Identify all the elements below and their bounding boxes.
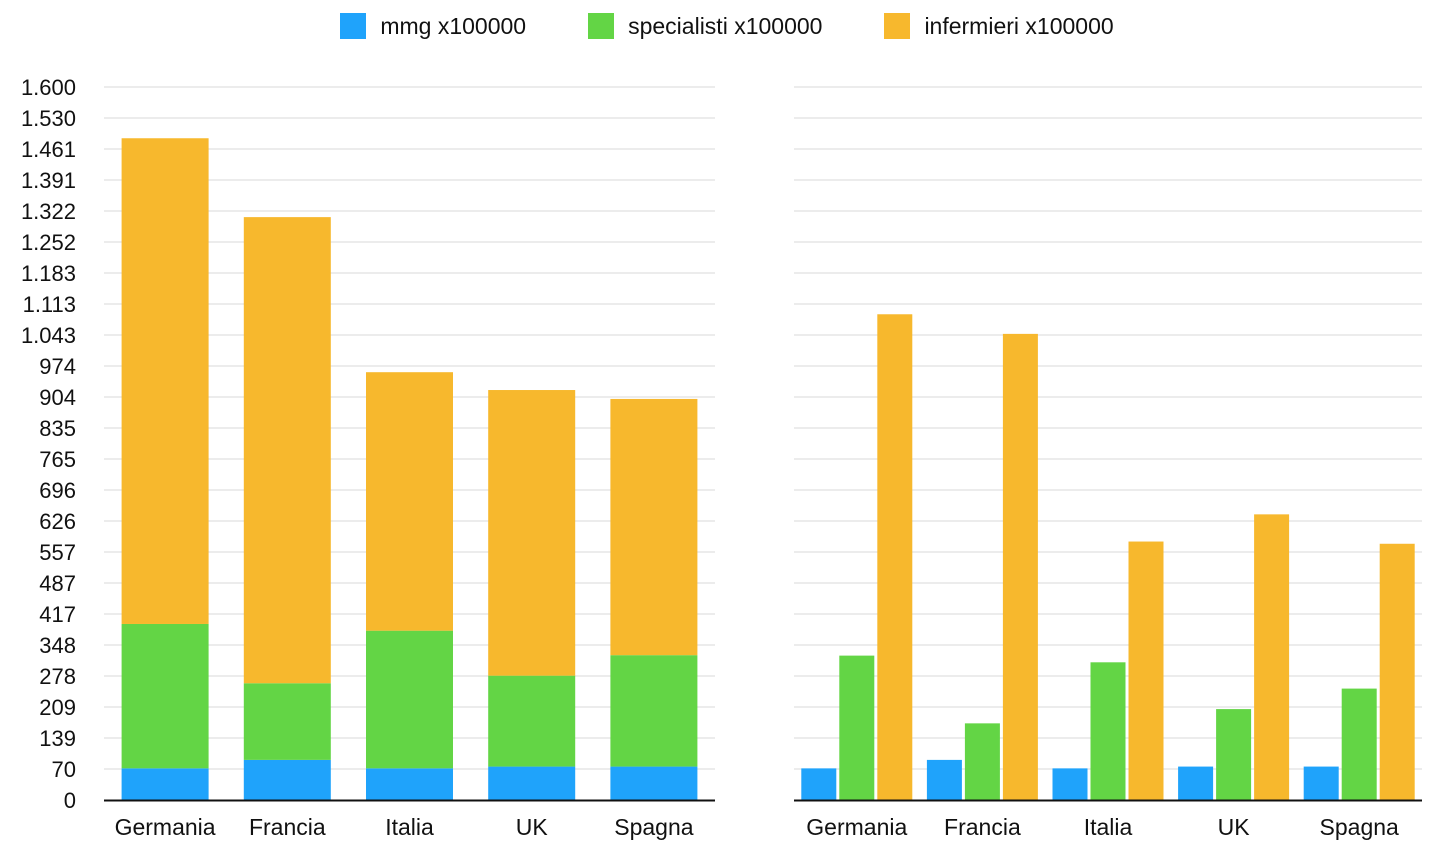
right-x-tick-label: Francia [944,814,1021,840]
stacked-bar-spagna-specialisti [610,655,698,767]
grouped-bar-germania-specialisti [839,655,875,800]
y-tick-label: 139 [39,726,76,751]
stacked-bar-francia-mmg [243,759,331,800]
grouped-bar-uk-specialisti [1216,709,1252,800]
y-tick-label: 835 [39,416,76,441]
y-tick-label: 487 [39,571,76,596]
stacked-bar-uk-infermieri [488,390,576,676]
legend-swatch-specialisti [588,13,615,39]
grouped-bar-spagna-specialisti [1341,688,1377,800]
y-tick-label: 904 [39,385,76,410]
stacked-bar-uk-mmg [488,766,576,800]
y-tick-label: 765 [39,447,76,472]
y-tick-label: 209 [39,695,76,720]
legend-label-specialisti: specialisti x100000 [628,12,823,39]
y-tick-label: 0 [64,788,76,813]
y-tick-label: 1.252 [21,230,76,255]
right-x-tick-label: UK [1218,814,1251,840]
y-tick-label: 1.600 [21,75,76,100]
grouped-bar-germania-infermieri [877,314,913,800]
grouped-bar-italia-specialisti [1090,662,1126,800]
legend-swatch-mmg [340,13,367,39]
legend-label-mmg: mmg x100000 [380,12,527,39]
stacked-bar-italia-infermieri [366,372,453,631]
y-tick-label: 70 [52,757,76,782]
stacked-bar-germania-mmg [121,768,209,800]
grouped-bar-germania-mmg [801,768,837,800]
grouped-bar-spagna-infermieri [1379,543,1415,800]
y-tick-label: 1.391 [21,168,76,193]
stacked-bar-francia-infermieri [243,217,331,684]
y-tick-label: 348 [39,633,76,658]
y-tick-label: 696 [39,478,76,503]
stacked-bar-spagna-mmg [610,766,698,800]
stacked-bar-germania-specialisti [121,623,209,769]
left-x-tick-label: Spagna [614,814,694,840]
legend-item-infermieri: infermieri x100000 [884,12,1114,40]
right-x-tick-label: Spagna [1320,814,1400,840]
legend-item-specialisti: specialisti x100000 [588,13,822,40]
legend-item-mmg: mmg x100000 [340,13,526,40]
y-tick-label: 278 [39,664,76,689]
y-tick-label: 1.043 [21,323,76,348]
grouped-bar-francia-specialisti [964,723,1000,800]
left-x-tick-label: Germania [115,814,216,840]
stacked-bar-italia-mmg [366,768,453,800]
left-x-tick-label: Francia [249,814,326,840]
grouped-bar-spagna-mmg [1303,766,1339,800]
y-tick-label: 557 [39,540,76,565]
y-tick-label: 417 [39,602,76,627]
stacked-bar-spagna-infermieri [610,398,698,656]
legend-label-infermieri: infermieri x100000 [924,12,1114,39]
y-tick-label: 1.322 [21,199,76,224]
stacked-bar-uk-specialisti [488,675,576,767]
right-x-tick-label: Germania [806,814,907,840]
grouped-bar-italia-mmg [1052,768,1088,800]
y-tick-label: 1.183 [21,261,76,286]
legend: mmg x100000 specialisti x100000 infermie… [0,10,1454,42]
y-tick-label: 1.113 [23,292,76,317]
stacked-bar-francia-specialisti [243,683,331,760]
grouped-bar-francia-mmg [926,759,962,800]
stacked-bar-germania-infermieri [121,138,209,624]
y-tick-label: 974 [39,354,76,379]
grouped-bar-uk-infermieri [1254,514,1290,800]
y-tick-label: 626 [39,509,76,534]
stacked-bar-italia-specialisti [366,630,453,769]
legend-swatch-infermieri [884,13,911,39]
y-tick-label: 1.461 [21,137,76,162]
grouped-bar-uk-mmg [1178,766,1214,800]
grouped-bar-italia-infermieri [1128,541,1164,800]
right-x-tick-label: Italia [1084,814,1133,840]
y-tick-label: 1.530 [21,106,76,131]
left-x-tick-label: Italia [385,814,434,840]
grouped-bar-francia-infermieri [1002,333,1038,800]
left-x-tick-label: UK [516,814,549,840]
